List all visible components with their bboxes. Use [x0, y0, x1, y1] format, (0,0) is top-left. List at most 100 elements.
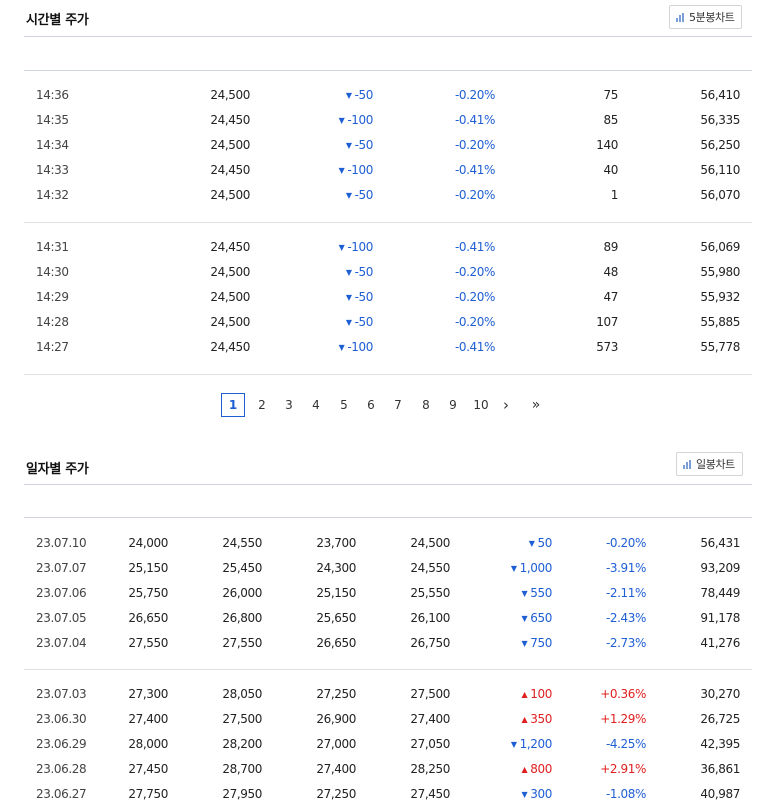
time-cell: 14:30 [36, 265, 69, 279]
daily-section-title: 일자별 주가 [26, 462, 89, 477]
rate-value: -4.25% [605, 737, 646, 751]
high-cell: 24,550 [222, 536, 262, 550]
down-arrow-icon: ▼ [510, 564, 517, 573]
down-arrow-icon: ▼ [521, 614, 528, 623]
change-amount: 300 [530, 787, 552, 801]
high-cell: 27,500 [222, 712, 262, 726]
change-value: ▼ 650 [452, 611, 553, 625]
pagination: 1 2 3 4 5 6 7 8 9 10 › » [0, 393, 760, 417]
cumulative-volume-cell: 56,250 [700, 138, 740, 152]
time-cell: 14:28 [36, 315, 69, 329]
date-cell: 23.06.27 [36, 787, 87, 801]
open-cell: 27,450 [128, 762, 168, 776]
last-page-icon[interactable]: » [531, 397, 541, 413]
open-cell: 25,150 [128, 561, 168, 575]
rate-value: -1.08% [605, 787, 646, 801]
open-cell: 24,000 [128, 536, 168, 550]
high-cell: 26,000 [222, 586, 262, 600]
five-min-chart-button[interactable]: 5분봉차트 [669, 5, 743, 29]
page-9-link[interactable]: 9 [449, 398, 457, 412]
rate-value: -2.11% [605, 586, 646, 600]
cumulative-volume-cell: 56,335 [700, 113, 740, 127]
volume-cell: 30,270 [700, 687, 740, 701]
group-divider [24, 669, 752, 670]
page-3-link[interactable]: 3 [285, 398, 293, 412]
volume-cell: 93,209 [700, 561, 740, 575]
rate-value: -0.20% [454, 315, 495, 329]
volume-cell: 75 [603, 88, 619, 102]
time-cell: 14:36 [36, 88, 69, 102]
change-amount: -50 [354, 188, 374, 202]
change-amount: 750 [530, 636, 552, 650]
page-7-link[interactable]: 7 [394, 398, 402, 412]
table-bottom-border [24, 374, 752, 375]
change-value: ▼ -100 [253, 240, 374, 254]
price-cell: 24,500 [210, 290, 250, 304]
close-cell: 27,500 [410, 687, 450, 701]
rate-value: -0.41% [454, 113, 495, 127]
change-amount: -100 [347, 340, 373, 354]
page-5-link[interactable]: 5 [340, 398, 348, 412]
time-cell: 14:29 [36, 290, 69, 304]
down-arrow-icon: ▼ [521, 790, 528, 799]
price-cell: 24,500 [210, 188, 250, 202]
rate-value: -0.20% [454, 290, 495, 304]
next-page-icon[interactable]: › [503, 396, 509, 414]
open-cell: 27,550 [128, 636, 168, 650]
high-cell: 27,950 [222, 787, 262, 801]
volume-cell: 40 [603, 163, 619, 177]
rate-value: -0.20% [605, 536, 646, 550]
volume-cell: 40,987 [700, 787, 740, 801]
change-amount: 800 [530, 762, 552, 776]
header-divider [24, 70, 752, 71]
time-cell: 14:35 [36, 113, 69, 127]
price-cell: 24,500 [210, 265, 250, 279]
down-arrow-icon: ▼ [521, 589, 528, 598]
rate-value: -3.91% [605, 561, 646, 575]
date-cell: 23.07.07 [36, 561, 87, 575]
page-10-link[interactable]: 10 [473, 398, 489, 412]
high-cell: 27,550 [222, 636, 262, 650]
change-value: ▼ 750 [452, 636, 553, 650]
down-arrow-icon: ▼ [338, 243, 345, 252]
volume-cell: 48 [603, 265, 619, 279]
time-cell: 14:33 [36, 163, 69, 177]
high-cell: 28,700 [222, 762, 262, 776]
close-cell: 26,750 [410, 636, 450, 650]
change-value: ▼ -100 [253, 113, 374, 127]
change-value: ▼ -50 [253, 88, 374, 102]
date-cell: 23.06.28 [36, 762, 87, 776]
page-4-link[interactable]: 4 [312, 398, 320, 412]
down-arrow-icon: ▼ [338, 116, 345, 125]
low-cell: 26,900 [316, 712, 356, 726]
up-arrow-icon: ▲ [521, 690, 528, 699]
low-cell: 25,150 [316, 586, 356, 600]
change-value: ▼ -50 [253, 290, 374, 304]
page-1-link[interactable]: 1 [221, 393, 245, 417]
daily-chart-label: 일봉차트 [696, 458, 735, 471]
date-cell: 23.07.10 [36, 536, 87, 550]
page-8-link[interactable]: 8 [422, 398, 430, 412]
volume-cell: 1 [610, 188, 619, 202]
down-arrow-icon: ▼ [528, 539, 535, 548]
rate-value: -2.73% [605, 636, 646, 650]
volume-cell: 42,395 [700, 737, 740, 751]
volume-cell: 85 [603, 113, 619, 127]
time-cell: 14:31 [36, 240, 69, 254]
page-2-link[interactable]: 2 [258, 398, 266, 412]
page-6-link[interactable]: 6 [367, 398, 375, 412]
down-arrow-icon: ▼ [345, 191, 352, 200]
price-cell: 24,450 [210, 340, 250, 354]
volume-cell: 140 [596, 138, 618, 152]
rate-value: -0.20% [454, 138, 495, 152]
rate-value: +0.36% [600, 687, 646, 701]
daily-chart-button[interactable]: 일봉차트 [676, 452, 743, 476]
close-cell: 24,550 [410, 561, 450, 575]
cumulative-volume-cell: 56,070 [700, 188, 740, 202]
cumulative-volume-cell: 55,932 [700, 290, 740, 304]
change-amount: 550 [530, 586, 552, 600]
down-arrow-icon: ▼ [345, 91, 352, 100]
date-cell: 23.07.06 [36, 586, 87, 600]
price-cell: 24,500 [210, 315, 250, 329]
low-cell: 24,300 [316, 561, 356, 575]
